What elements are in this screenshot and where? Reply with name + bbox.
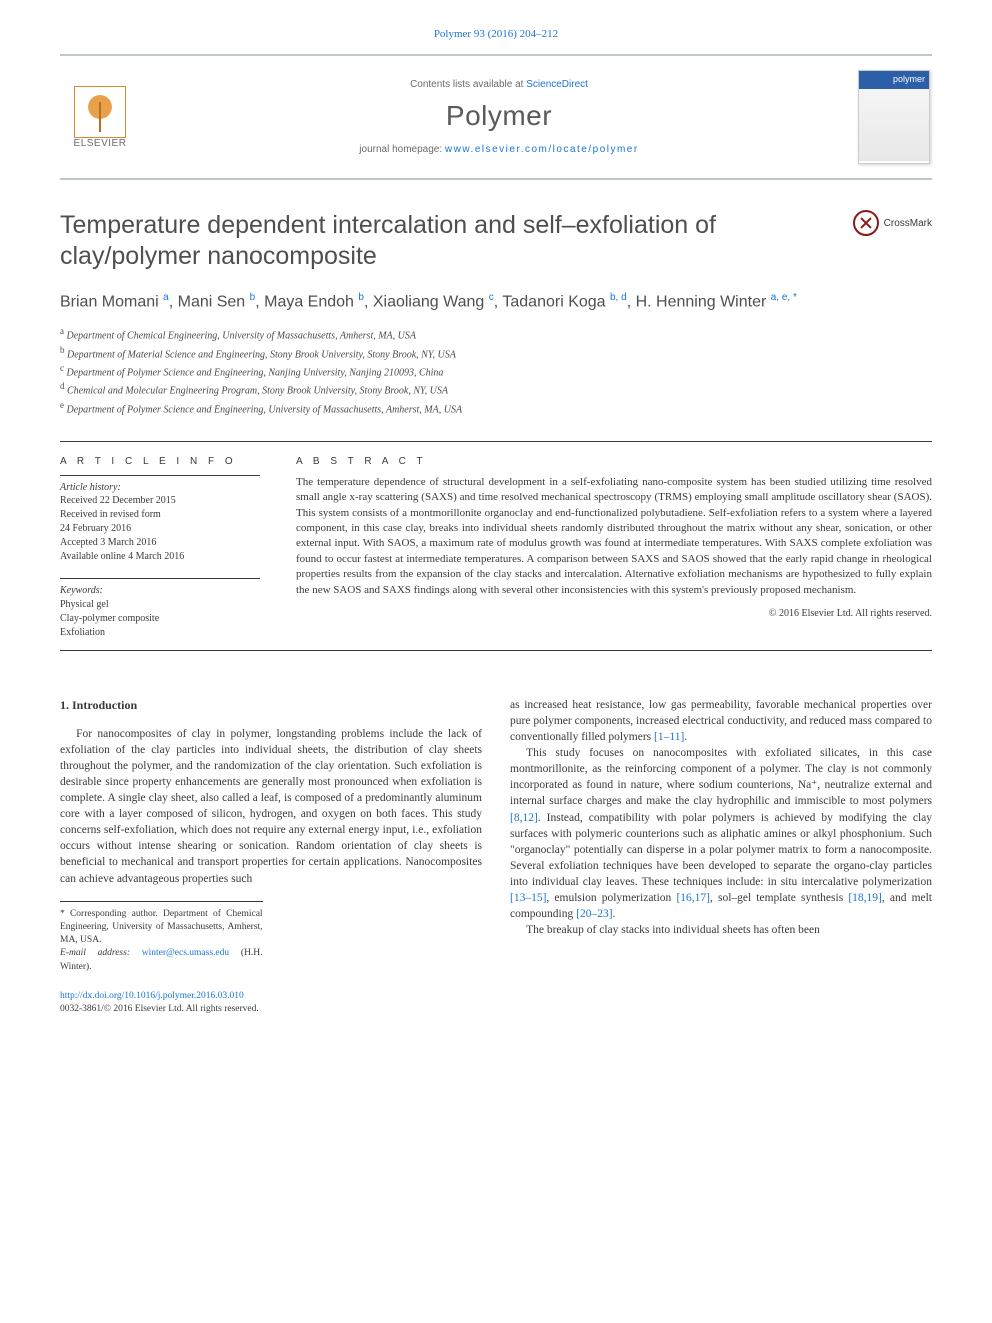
article-info-column: A R T I C L E I N F O Article history: R… <box>60 456 260 640</box>
header-center: Contents lists available at ScienceDirec… <box>140 79 858 155</box>
keyword: Clay-polymer composite <box>60 612 260 626</box>
history-line: Received 22 December 2015 <box>60 494 260 508</box>
email-label: E-mail address: <box>60 948 142 958</box>
footnotes-block: * Corresponding author. Department of Ch… <box>60 901 263 974</box>
doi-link[interactable]: http://dx.doi.org/10.1016/j.polymer.2016… <box>60 991 244 1001</box>
crossmark-icon <box>853 210 879 236</box>
keywords-list: Physical gelClay-polymer compositeExfoli… <box>60 598 260 640</box>
abstract-heading: A B S T R A C T <box>296 456 932 467</box>
p3-ref2[interactable]: [13–15] <box>510 892 546 904</box>
crossmark-label: CrossMark <box>884 218 932 229</box>
p2-ref[interactable]: [1–11] <box>654 731 684 743</box>
citation-line: Polymer 93 (2016) 204–212 <box>60 28 932 40</box>
intro-p2: as increased heat resistance, low gas pe… <box>510 697 932 745</box>
p3-mid: . Instead, compatibility with polar poly… <box>510 812 932 888</box>
intro-p3: This study focuses on nanocomposites wit… <box>510 745 932 922</box>
contents-label: Contents lists available at <box>410 79 526 90</box>
intro-heading: 1. Introduction <box>60 697 482 714</box>
abstract-column: A B S T R A C T The temperature dependen… <box>296 456 932 640</box>
article-history: Received 22 December 2015Received in rev… <box>60 494 260 564</box>
p3-ref3[interactable]: [16,17] <box>676 892 710 904</box>
cover-banner: polymer <box>859 71 929 89</box>
cover-image: polymer <box>858 70 930 164</box>
p2-pre: as increased heat resistance, low gas pe… <box>510 699 932 743</box>
sciencedirect-link[interactable]: ScienceDirect <box>526 79 588 90</box>
page-footer: http://dx.doi.org/10.1016/j.polymer.2016… <box>60 990 932 1017</box>
history-line: 24 February 2016 <box>60 522 260 536</box>
publisher-name: ELSEVIER <box>74 138 127 149</box>
affiliations-block: a Department of Chemical Engineering, Un… <box>60 325 932 417</box>
info-abstract-row: A R T I C L E I N F O Article history: R… <box>60 442 932 651</box>
intro-p4: The breakup of clay stacks into individu… <box>510 922 932 938</box>
body-section: 1. Introduction For nanocomposites of cl… <box>60 697 932 974</box>
crossmark-badge[interactable]: CrossMark <box>853 210 932 236</box>
affiliation-line: e Department of Polymer Science and Engi… <box>60 399 932 417</box>
issn-copyright: 0032-3861/© 2016 Elsevier Ltd. All right… <box>60 1003 932 1016</box>
homepage-link[interactable]: www.elsevier.com/locate/polymer <box>445 144 639 155</box>
p2-post: . <box>684 731 687 743</box>
affiliation-line: a Department of Chemical Engineering, Un… <box>60 325 932 343</box>
journal-homepage-line: journal homepage: www.elsevier.com/locat… <box>140 144 858 155</box>
corresponding-author-note: * Corresponding author. Department of Ch… <box>60 908 263 948</box>
email-line: E-mail address: winter@ecs.umass.edu (H.… <box>60 947 263 974</box>
intro-p1: For nanocomposites of clay in polymer, l… <box>60 726 482 887</box>
abstract-text: The temperature dependence of structural… <box>296 475 932 598</box>
homepage-label: journal homepage: <box>359 144 445 155</box>
cover-body <box>859 89 929 161</box>
p3-mid3: , sol–gel template synthesis <box>710 892 848 904</box>
p3-ref5[interactable]: [20–23] <box>576 908 612 920</box>
title-row: Temperature dependent intercalation and … <box>60 210 932 273</box>
authors-line: Brian Momani a, Mani Sen b, Maya Endoh b… <box>60 291 932 314</box>
p3-ref1[interactable]: [8,12] <box>510 812 538 824</box>
p3-pre: This study focuses on nanocomposites wit… <box>510 747 932 807</box>
affiliation-line: d Chemical and Molecular Engineering Pro… <box>60 380 932 398</box>
p3-post: . <box>613 908 616 920</box>
history-line: Accepted 3 March 2016 <box>60 536 260 550</box>
contents-lists-line: Contents lists available at ScienceDirec… <box>140 79 858 90</box>
keywords-label: Keywords: <box>60 585 260 596</box>
elsevier-tree-icon <box>74 86 126 138</box>
article-history-label: Article history: <box>60 482 260 493</box>
p3-ref4[interactable]: [18,19] <box>848 892 882 904</box>
history-line: Received in revised form <box>60 508 260 522</box>
info-rule <box>60 475 260 476</box>
keyword: Exfoliation <box>60 626 260 640</box>
journal-name: Polymer <box>140 100 858 132</box>
keyword: Physical gel <box>60 598 260 612</box>
p3-mid2: , emulsion polymerization <box>546 892 676 904</box>
publisher-logo: ELSEVIER <box>60 86 140 149</box>
article-title: Temperature dependent intercalation and … <box>60 210 853 273</box>
body-columns: 1. Introduction For nanocomposites of cl… <box>60 697 932 974</box>
article-info-heading: A R T I C L E I N F O <box>60 456 260 467</box>
history-line: Available online 4 March 2016 <box>60 550 260 564</box>
kw-rule <box>60 578 260 579</box>
affiliation-line: c Department of Polymer Science and Engi… <box>60 362 932 380</box>
abstract-copyright: © 2016 Elsevier Ltd. All rights reserved… <box>296 608 932 619</box>
journal-header-band: ELSEVIER Contents lists available at Sci… <box>60 54 932 180</box>
journal-cover-thumb: polymer <box>858 70 932 164</box>
email-link[interactable]: winter@ecs.umass.edu <box>142 948 229 958</box>
affiliation-line: b Department of Material Science and Eng… <box>60 344 932 362</box>
